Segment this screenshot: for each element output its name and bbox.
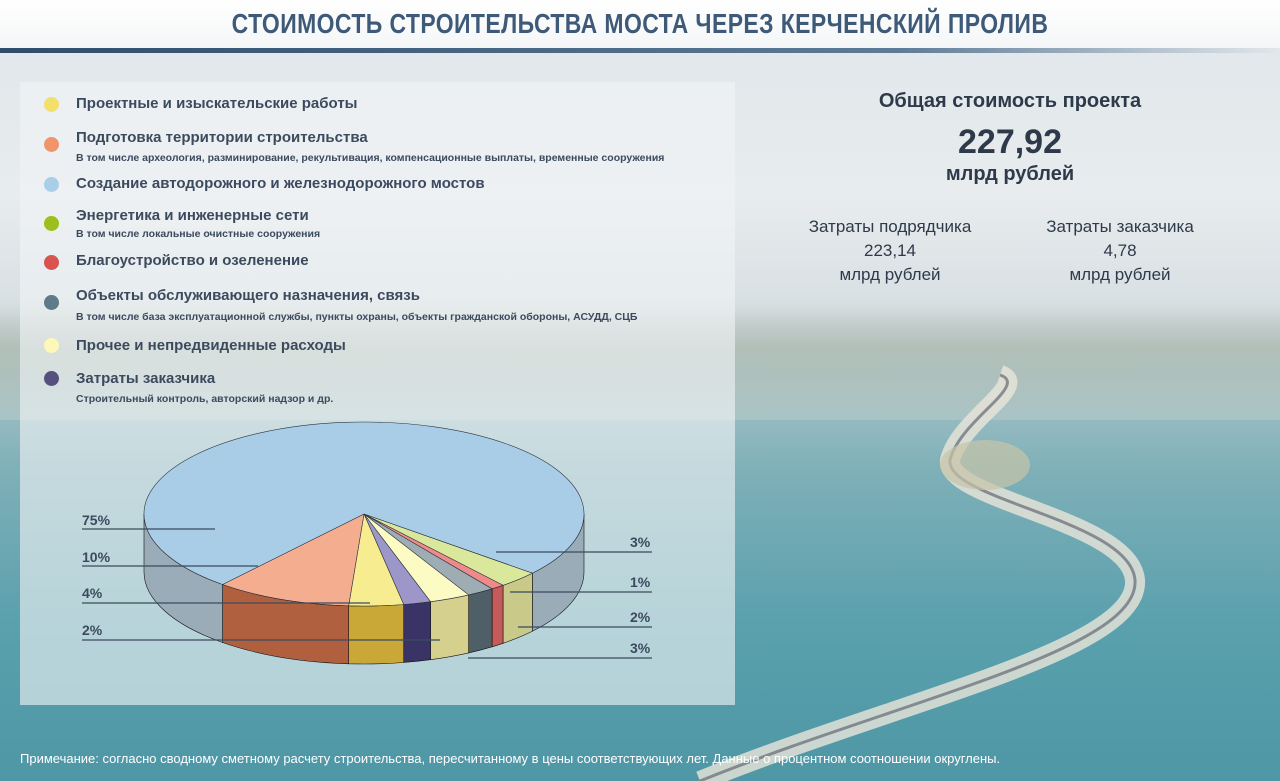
customer-costs: Затраты заказчика 4,78 млрд рублей bbox=[995, 215, 1245, 287]
contractor-label: Затраты подрядчика bbox=[808, 217, 972, 236]
pie-side bbox=[491, 584, 504, 648]
pie-side bbox=[403, 601, 431, 663]
chart-panel: Проектные и изыскательские работы Подгот… bbox=[20, 82, 735, 705]
total-heading: Общая стоимость проекта bbox=[878, 90, 1142, 112]
legend-label: Прочее и непредвиденные расходы bbox=[76, 337, 346, 354]
legend-dot-icon bbox=[44, 216, 59, 231]
pie-side bbox=[468, 588, 493, 654]
legend-label: Подготовка территории строительства bbox=[76, 129, 368, 146]
legend-dot-icon bbox=[44, 295, 59, 310]
customer-label: Затраты заказчика bbox=[1046, 217, 1194, 236]
pie-chart bbox=[82, 421, 652, 665]
legend-sublabel: В том числе локальные очистные сооружени… bbox=[76, 228, 321, 240]
data-label-customer: 2% bbox=[82, 622, 103, 638]
legend-sublabel: В том числе база эксплуатационной службы… bbox=[76, 311, 638, 323]
page-title: СТОИМОСТЬ СТРОИТЕЛЬСТВА МОСТА ЧЕРЕЗ КЕРЧ… bbox=[231, 8, 1049, 39]
legend-label: Проектные и изыскательские работы bbox=[76, 95, 358, 112]
pie-side bbox=[348, 604, 405, 665]
legend-dot-icon bbox=[44, 371, 59, 386]
legend-dot-icon bbox=[44, 137, 59, 152]
data-label-energy: 3% bbox=[630, 534, 651, 550]
data-label-other: 3% bbox=[630, 640, 651, 656]
contractor-value: 223,14 bbox=[864, 241, 916, 260]
data-label-bridges: 75% bbox=[82, 512, 111, 528]
legend-dot-icon bbox=[44, 177, 59, 192]
data-label-landscaping: 1% bbox=[630, 574, 651, 590]
legend-dot-icon bbox=[44, 255, 59, 270]
legend-label: Затраты заказчика bbox=[76, 370, 216, 387]
data-label-services: 2% bbox=[630, 609, 651, 625]
title-bar bbox=[0, 0, 1280, 48]
legend-label: Благоустройство и озеленение bbox=[76, 252, 309, 269]
data-label-design: 4% bbox=[82, 585, 103, 601]
legend-label: Создание автодорожного и железнодорожног… bbox=[76, 175, 485, 192]
footnote: Примечание: согласно сводному сметному р… bbox=[20, 751, 1001, 766]
contractor-costs: Затраты подрядчика 223,14 млрд рублей bbox=[765, 215, 1015, 287]
pie-slice bbox=[221, 513, 365, 607]
legend-sublabel: В том числе археология, разминирование, … bbox=[76, 152, 665, 164]
customer-value: 4,78 bbox=[1103, 241, 1137, 260]
legend-dot-icon bbox=[44, 338, 59, 353]
data-label-territory: 10% bbox=[82, 549, 111, 565]
contractor-unit: млрд рублей bbox=[839, 265, 941, 284]
title-divider bbox=[0, 48, 1280, 53]
pie-side bbox=[430, 594, 469, 661]
legend-sublabel: Строительный контроль, авторский надзор … bbox=[76, 393, 334, 405]
legend-label: Энергетика и инженерные сети bbox=[76, 207, 309, 224]
legend-dot-icon bbox=[44, 97, 59, 112]
legend-label: Объекты обслуживающего назначения, связь bbox=[76, 287, 420, 304]
total-unit: млрд рублей bbox=[945, 163, 1075, 185]
total-value: 227,92 bbox=[958, 123, 1062, 161]
customer-unit: млрд рублей bbox=[1069, 265, 1171, 284]
